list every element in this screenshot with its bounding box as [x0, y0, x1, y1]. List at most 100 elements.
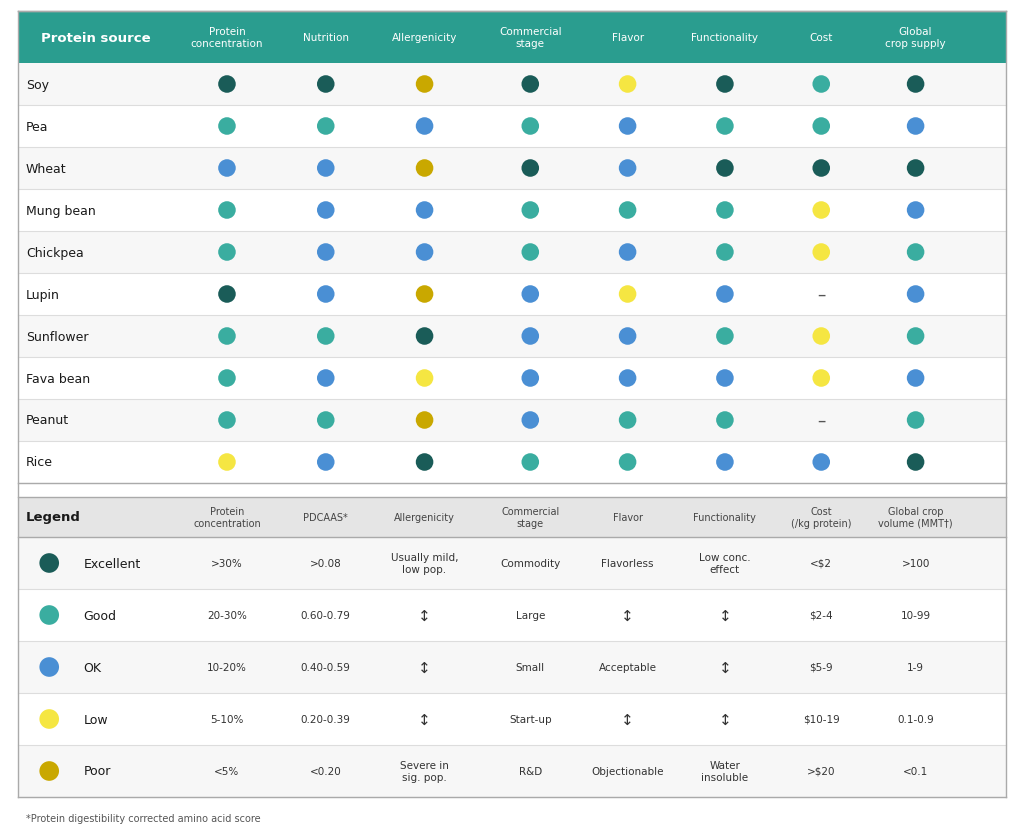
Text: Protein
concentration: Protein concentration	[190, 26, 263, 49]
Point	[717, 456, 733, 469]
Point	[417, 246, 433, 259]
Text: Poor: Poor	[84, 764, 111, 777]
Text: <0.20: <0.20	[310, 766, 342, 776]
Point	[620, 456, 636, 469]
Text: Low: Low	[84, 713, 109, 725]
Text: Global crop
volume (MMT†): Global crop volume (MMT†)	[879, 507, 953, 528]
Text: Flavor: Flavor	[612, 513, 643, 522]
Point	[522, 330, 539, 344]
Point	[41, 609, 57, 622]
Text: Good: Good	[84, 609, 117, 622]
Text: Small: Small	[516, 662, 545, 672]
Point	[522, 414, 539, 427]
Text: <0.1: <0.1	[903, 766, 928, 776]
Point	[717, 288, 733, 301]
Point	[717, 162, 733, 176]
Point	[907, 162, 924, 176]
Bar	[18, 498, 1006, 537]
Text: Soy: Soy	[26, 79, 49, 91]
Text: 0.20-0.39: 0.20-0.39	[301, 714, 350, 724]
Text: ↕: ↕	[418, 660, 431, 675]
Text: ↕: ↕	[719, 711, 731, 727]
Text: Allergenicity: Allergenicity	[394, 513, 455, 522]
Bar	[18, 400, 1006, 441]
Point	[813, 79, 829, 92]
Point	[417, 414, 433, 427]
Text: Functionality: Functionality	[691, 33, 759, 43]
Text: ↕: ↕	[418, 608, 431, 623]
Bar	[18, 745, 1006, 797]
Point	[317, 456, 334, 469]
Point	[620, 414, 636, 427]
Text: Water
insoluble: Water insoluble	[701, 760, 749, 782]
Text: >0.08: >0.08	[310, 558, 342, 568]
Point	[907, 330, 924, 344]
Bar	[18, 358, 1006, 400]
Text: >30%: >30%	[211, 558, 243, 568]
Text: 20-30%: 20-30%	[207, 610, 247, 620]
Bar	[18, 64, 1006, 106]
Bar	[18, 190, 1006, 232]
Point	[317, 330, 334, 344]
Text: Large: Large	[516, 610, 545, 620]
Text: Flavor: Flavor	[611, 33, 644, 43]
Point	[219, 120, 236, 133]
Point	[522, 162, 539, 176]
Bar	[18, 693, 1006, 745]
Point	[417, 205, 433, 218]
Bar	[18, 106, 1006, 148]
Point	[522, 120, 539, 133]
Point	[522, 205, 539, 218]
Text: Start-up: Start-up	[509, 714, 552, 724]
Point	[620, 288, 636, 301]
Text: Cost: Cost	[810, 33, 833, 43]
Text: Functionality: Functionality	[693, 513, 757, 522]
Text: Rice: Rice	[26, 456, 53, 469]
Bar	[18, 315, 1006, 358]
Point	[907, 372, 924, 385]
Text: ↕: ↕	[622, 711, 634, 727]
Text: Commercial
stage: Commercial stage	[499, 26, 561, 49]
Point	[317, 246, 334, 259]
Point	[41, 764, 57, 777]
Point	[907, 79, 924, 92]
Text: 5-10%: 5-10%	[210, 714, 244, 724]
Point	[717, 246, 733, 259]
Point	[907, 456, 924, 469]
Point	[717, 79, 733, 92]
Point	[417, 288, 433, 301]
Text: R&D: R&D	[518, 766, 542, 776]
Point	[620, 162, 636, 176]
Bar	[18, 641, 1006, 693]
Point	[417, 120, 433, 133]
Bar	[18, 537, 1006, 590]
Text: –: –	[817, 412, 825, 430]
Point	[219, 414, 236, 427]
Point	[717, 330, 733, 344]
Point	[41, 556, 57, 570]
Text: $5-9: $5-9	[809, 662, 834, 672]
Point	[219, 246, 236, 259]
Text: $10-19: $10-19	[803, 714, 840, 724]
Text: $2-4: $2-4	[809, 610, 834, 620]
Point	[317, 372, 334, 385]
Text: Fava bean: Fava bean	[26, 372, 90, 385]
Bar	[18, 148, 1006, 190]
Point	[813, 372, 829, 385]
Text: 0.60-0.79: 0.60-0.79	[301, 610, 350, 620]
Text: <$2: <$2	[810, 558, 833, 568]
Point	[317, 79, 334, 92]
Point	[813, 246, 829, 259]
Bar	[18, 12, 1006, 64]
Point	[417, 456, 433, 469]
Text: Global
crop supply: Global crop supply	[886, 26, 946, 49]
Point	[907, 120, 924, 133]
Text: 10-99: 10-99	[900, 610, 931, 620]
Text: –: –	[817, 286, 825, 304]
Point	[522, 456, 539, 469]
Point	[620, 246, 636, 259]
Point	[317, 414, 334, 427]
Text: 10-20%: 10-20%	[207, 662, 247, 672]
Point	[417, 79, 433, 92]
Text: Protein
concentration: Protein concentration	[194, 507, 261, 528]
